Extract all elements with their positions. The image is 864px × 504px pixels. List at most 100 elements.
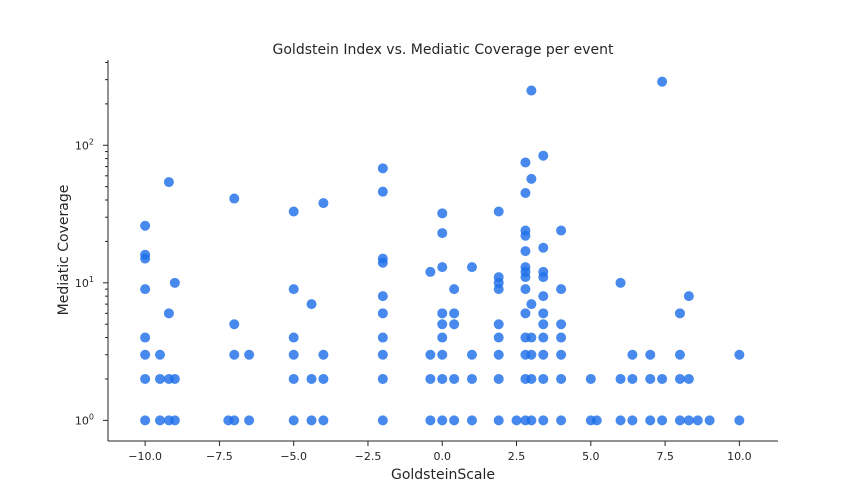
data-point — [449, 373, 460, 384]
x-tick-label: 0.0 — [434, 450, 452, 463]
data-point — [627, 415, 638, 426]
data-point — [615, 277, 626, 288]
data-point — [645, 349, 656, 360]
data-point — [140, 373, 151, 384]
data-point — [734, 349, 745, 360]
data-point — [306, 299, 317, 310]
data-point — [377, 415, 388, 426]
data-point — [140, 349, 151, 360]
data-point — [318, 415, 329, 426]
data-point — [526, 299, 537, 310]
data-point — [538, 150, 549, 161]
data-point — [704, 415, 715, 426]
data-point — [674, 373, 685, 384]
data-point — [683, 291, 694, 302]
data-point — [591, 415, 602, 426]
data-point — [288, 415, 299, 426]
data-point — [627, 349, 638, 360]
data-point — [493, 284, 504, 295]
data-point — [377, 291, 388, 302]
data-point — [615, 373, 626, 384]
y-tick-label: 101 — [75, 275, 94, 290]
data-points — [140, 76, 745, 426]
data-point — [377, 257, 388, 268]
data-point — [169, 373, 180, 384]
x-tick-label: 2.5 — [508, 450, 526, 463]
data-point — [520, 246, 531, 257]
data-point — [556, 319, 567, 330]
data-point — [556, 349, 567, 360]
data-point — [556, 225, 567, 236]
data-point — [377, 308, 388, 319]
data-point — [318, 349, 329, 360]
data-point — [657, 76, 668, 87]
data-point — [734, 415, 745, 426]
data-point — [377, 373, 388, 384]
data-point — [493, 319, 504, 330]
data-point — [318, 373, 329, 384]
data-point — [526, 85, 537, 96]
data-point — [520, 187, 531, 198]
data-point — [140, 332, 151, 343]
x-tick-label: 5.0 — [582, 450, 600, 463]
data-point — [306, 373, 317, 384]
x-tick-label: 10.0 — [727, 450, 752, 463]
data-point — [538, 332, 549, 343]
data-point — [538, 291, 549, 302]
data-point — [520, 308, 531, 319]
x-tick-label: −7.5 — [206, 450, 233, 463]
data-point — [377, 163, 388, 174]
data-point — [437, 373, 448, 384]
data-point — [674, 308, 685, 319]
data-point — [657, 415, 668, 426]
data-point — [538, 349, 549, 360]
data-point — [493, 332, 504, 343]
data-point — [437, 208, 448, 219]
data-point — [437, 349, 448, 360]
data-point — [163, 308, 174, 319]
data-point — [466, 373, 477, 384]
y-axis-ticks: 100 101 102 — [75, 61, 108, 427]
data-point — [615, 415, 626, 426]
data-point — [520, 272, 531, 283]
x-axis-ticks: −10.0 −7.5 −5.0 −2.5 0.0 2.5 5.0 7.5 10.0 — [128, 441, 752, 463]
data-point — [155, 415, 165, 426]
data-point — [425, 349, 436, 360]
data-point — [674, 415, 685, 426]
data-point — [155, 349, 165, 360]
data-point — [627, 373, 638, 384]
data-point — [449, 308, 460, 319]
data-point — [466, 349, 477, 360]
data-point — [306, 415, 317, 426]
data-point — [585, 373, 596, 384]
data-point — [657, 373, 668, 384]
data-point — [377, 186, 388, 197]
data-point — [526, 373, 537, 384]
data-point — [538, 415, 549, 426]
data-point — [437, 228, 448, 239]
data-point — [229, 349, 240, 360]
data-point — [288, 332, 299, 343]
data-point — [244, 415, 255, 426]
data-point — [169, 415, 180, 426]
data-point — [526, 415, 537, 426]
data-point — [526, 349, 537, 360]
data-point — [449, 284, 460, 295]
data-point — [229, 319, 240, 330]
data-point — [538, 319, 549, 330]
data-point — [169, 277, 180, 288]
data-point — [645, 373, 656, 384]
x-tick-label: −5.0 — [280, 450, 307, 463]
y-tick-label: 102 — [75, 137, 94, 152]
data-point — [288, 206, 299, 217]
data-point — [377, 349, 388, 360]
data-point — [437, 332, 448, 343]
data-point — [449, 415, 460, 426]
data-point — [692, 415, 703, 426]
x-tick-label: −10.0 — [128, 450, 162, 463]
data-point — [538, 242, 549, 253]
data-point — [288, 284, 299, 295]
data-point — [425, 415, 436, 426]
data-point — [556, 373, 567, 384]
